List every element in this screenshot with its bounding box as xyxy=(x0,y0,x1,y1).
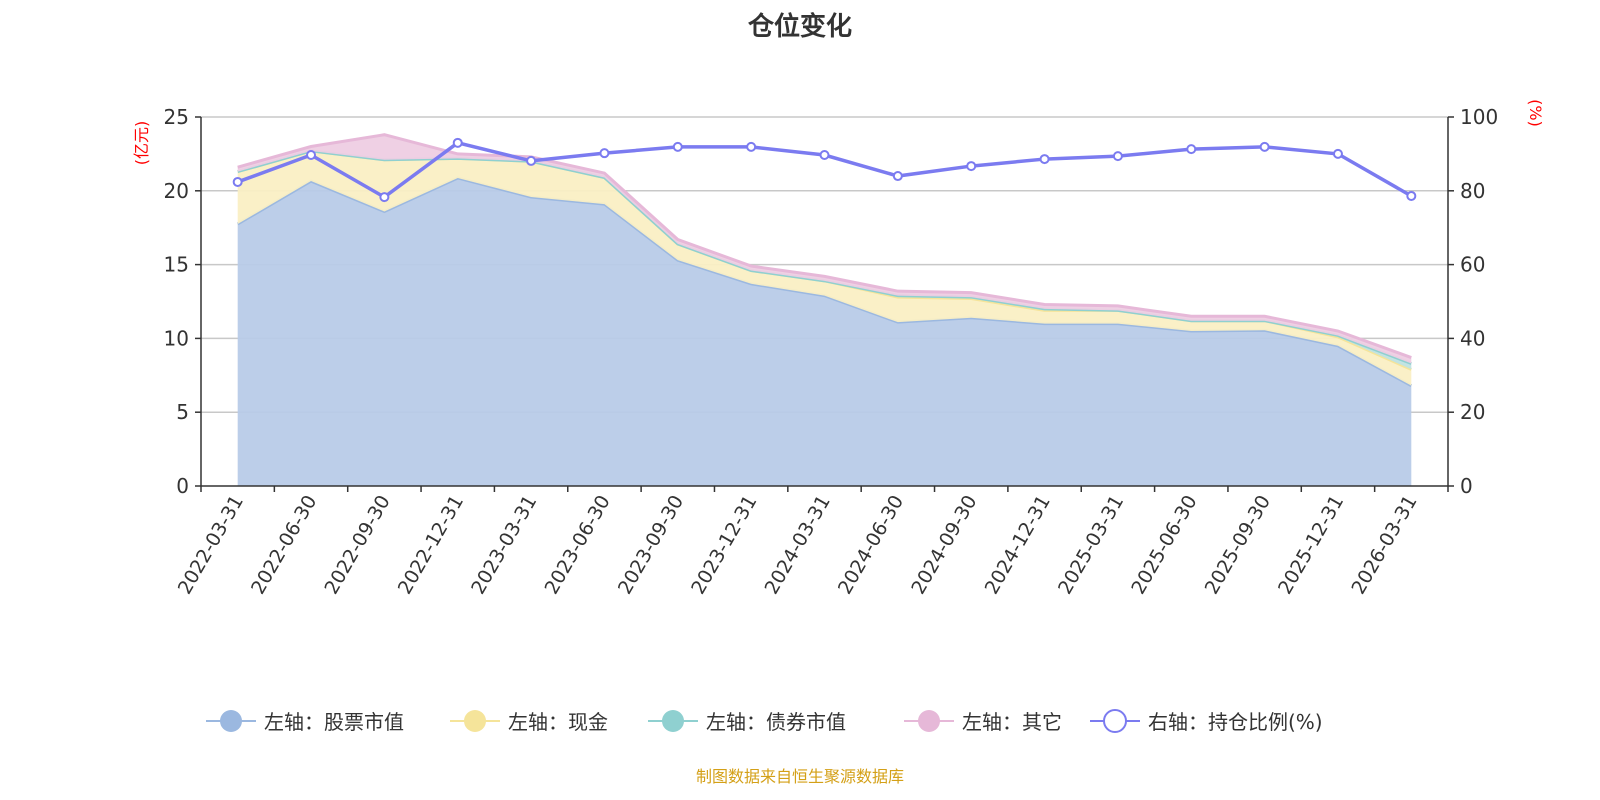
x-tick-label: 2022-06-30 xyxy=(247,492,321,599)
legend-marker xyxy=(220,710,242,732)
x-tick-label: 2022-12-31 xyxy=(394,492,468,599)
ratio-point xyxy=(1259,141,1270,152)
y-left-tick-label: 10 xyxy=(164,326,189,350)
y-right-tick-label: 40 xyxy=(1460,326,1485,350)
ratio-point xyxy=(1186,144,1197,155)
x-tick-label: 2024-12-31 xyxy=(981,492,1055,599)
x-tick-label: 2024-03-31 xyxy=(761,492,835,599)
ratio-point xyxy=(892,171,903,182)
legend-item-label[interactable]: 右轴：持仓比例(%) xyxy=(1148,710,1323,734)
ratio-point xyxy=(379,192,390,203)
legend-marker xyxy=(464,710,486,732)
x-tick-label: 2023-12-31 xyxy=(687,492,761,599)
ratio-point xyxy=(232,176,243,187)
x-tick-label: 2023-09-30 xyxy=(614,492,688,599)
ratio-point xyxy=(452,137,463,148)
legend-item-label[interactable]: 左轴：股票市值 xyxy=(264,710,404,734)
ratio-point xyxy=(672,141,683,152)
ratio-point xyxy=(526,155,537,166)
x-tick-label: 2025-06-30 xyxy=(1127,492,1201,599)
left-axis-unit: (亿元) xyxy=(132,121,151,166)
y-right-tick-label: 60 xyxy=(1460,253,1485,277)
chart-title: 仓位变化 xyxy=(747,12,852,42)
y-right-tick-label: 100 xyxy=(1460,105,1498,129)
ratio-point xyxy=(1039,154,1050,165)
legend-marker xyxy=(1103,709,1127,733)
area-0 xyxy=(237,177,1412,486)
y-left-tick-label: 15 xyxy=(164,253,189,277)
ratio-point xyxy=(819,150,830,161)
y-left-tick-label: 20 xyxy=(164,179,189,203)
ratio-point xyxy=(1332,148,1343,159)
x-tick-label: 2023-03-31 xyxy=(467,492,541,599)
area-1 xyxy=(237,150,1412,386)
x-tick-label: 2025-03-31 xyxy=(1054,492,1128,599)
x-tick-label: 2022-03-31 xyxy=(174,492,248,599)
ratio-point xyxy=(306,150,317,161)
ratio-point xyxy=(1112,151,1123,162)
y-right-tick-label: 20 xyxy=(1460,400,1485,424)
y-left-tick-label: 0 xyxy=(176,474,189,498)
area-line-3 xyxy=(237,133,1412,359)
legend-marker xyxy=(662,710,684,732)
legend-item-label[interactable]: 左轴：债券市值 xyxy=(706,710,846,734)
y-left-tick-label: 25 xyxy=(164,105,189,129)
x-tick-label: 2024-09-30 xyxy=(907,491,981,598)
x-tick-label: 2026-03-31 xyxy=(1347,492,1421,599)
y-left-tick-label: 5 xyxy=(176,400,189,424)
legend-item-label[interactable]: 左轴：其它 xyxy=(962,710,1062,734)
x-tick-label: 2025-09-30 xyxy=(1201,492,1275,599)
x-tick-label: 2023-06-30 xyxy=(541,492,615,599)
ratio-point xyxy=(966,161,977,172)
right-axis-unit: (%) xyxy=(1526,99,1545,127)
x-tick-label: 2024-06-30 xyxy=(834,492,908,599)
legend-marker xyxy=(918,710,940,732)
y-right-tick-label: 80 xyxy=(1460,179,1485,203)
ratio-point xyxy=(1406,190,1417,201)
legend-item-label[interactable]: 左轴：现金 xyxy=(508,710,608,734)
y-right-tick-label: 0 xyxy=(1460,474,1473,498)
ratio-point xyxy=(746,141,757,152)
ratio-point xyxy=(599,148,610,159)
x-tick-label: 2022-09-30 xyxy=(320,492,394,599)
x-tick-label: 2025-12-31 xyxy=(1274,492,1348,599)
source-note: 制图数据来自恒生聚源数据库 xyxy=(695,767,904,786)
